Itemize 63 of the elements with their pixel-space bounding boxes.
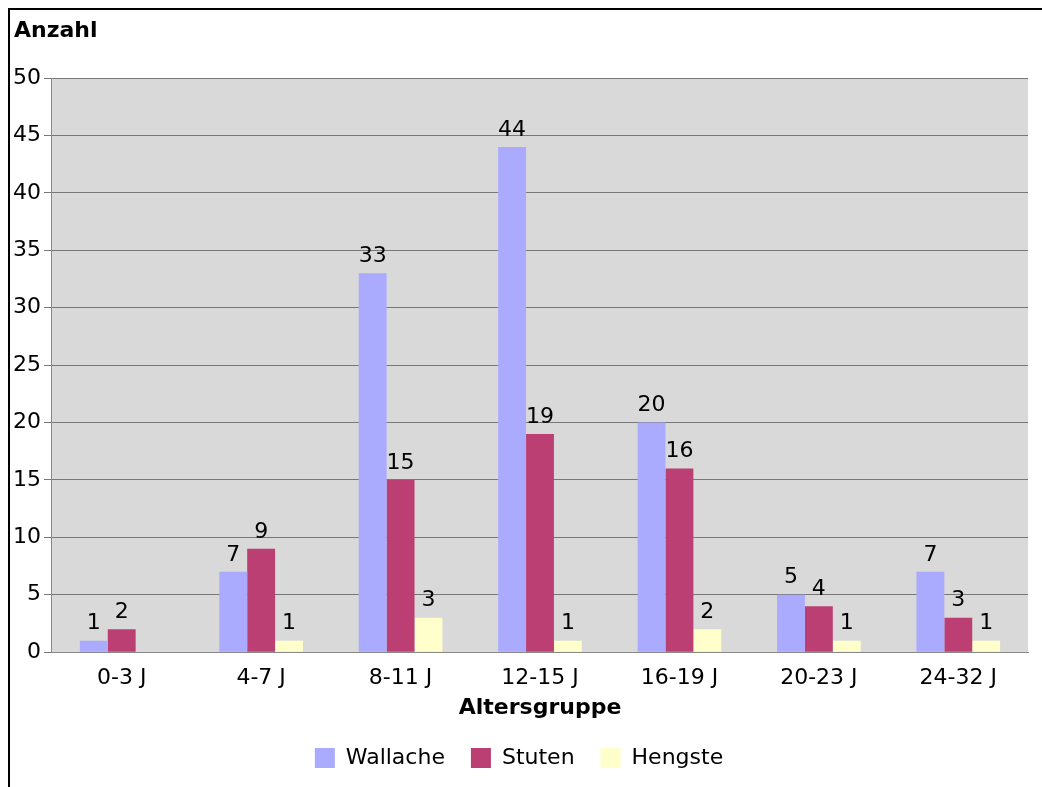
bar [553, 640, 582, 652]
x-tick-label: 16-19 J [640, 664, 719, 690]
x-tick-label: 8-11 J [368, 664, 433, 690]
data-label: 33 [358, 241, 387, 267]
data-label: 1 [979, 609, 994, 635]
data-label: 3 [951, 586, 966, 612]
y-tick-label: 15 [12, 465, 41, 491]
y-tick-label: 40 [12, 178, 41, 204]
data-label: 7 [226, 540, 241, 566]
data-label: 7 [923, 540, 938, 566]
x-tick-label: 24-32 J [919, 664, 997, 690]
bar [526, 434, 554, 652]
data-label: 9 [254, 517, 269, 543]
bar [358, 273, 387, 652]
y-tick-label: 30 [12, 293, 41, 319]
bar [637, 422, 666, 652]
legend-label: Hengste [631, 743, 724, 769]
legend-label: Wallache [345, 743, 445, 769]
bar [777, 594, 805, 652]
bar [972, 640, 1001, 652]
data-label: 1 [560, 609, 575, 635]
data-label: 2 [114, 597, 129, 623]
y-tick-label: 10 [12, 523, 41, 549]
data-label: 5 [783, 563, 798, 589]
data-label: 4 [811, 574, 826, 600]
bar [693, 629, 722, 652]
y-axis-title: Anzahl [14, 16, 98, 42]
data-label: 16 [665, 437, 694, 463]
data-label: 1 [839, 609, 854, 635]
bar [498, 146, 527, 652]
y-tick-label: 45 [12, 121, 41, 147]
data-label: 2 [700, 597, 715, 623]
bar [804, 606, 833, 652]
y-tick-label: 5 [26, 580, 41, 606]
bar [386, 479, 415, 652]
bar [107, 629, 136, 652]
x-tick-label: 20-23 J [780, 664, 858, 690]
bar [414, 617, 443, 652]
bar [79, 640, 108, 652]
bar [247, 548, 276, 652]
y-tick-label: 35 [12, 235, 41, 261]
bar [665, 468, 694, 652]
bar [275, 640, 303, 652]
bar [944, 617, 973, 652]
data-label: 19 [526, 402, 554, 428]
y-tick-label: 25 [12, 350, 41, 376]
y-tick-label: 0 [26, 637, 41, 663]
x-tick-label: 4-7 J [236, 664, 286, 690]
data-label: 15 [386, 448, 415, 474]
data-label: 44 [498, 115, 527, 141]
bar [916, 571, 945, 652]
x-tick-label: 12-15 J [501, 664, 579, 690]
y-tick-label: 20 [12, 408, 41, 434]
bar [832, 640, 861, 652]
data-label: 3 [421, 586, 436, 612]
data-label: 1 [282, 609, 297, 635]
data-label: 1 [86, 609, 101, 635]
legend-label: Stuten [501, 743, 575, 769]
x-axis-title: Altersgruppe [458, 693, 622, 719]
x-tick-label: 0-3 J [97, 664, 147, 690]
y-tick-label: 50 [12, 63, 41, 89]
bar [219, 571, 248, 652]
data-label: 20 [637, 391, 666, 417]
